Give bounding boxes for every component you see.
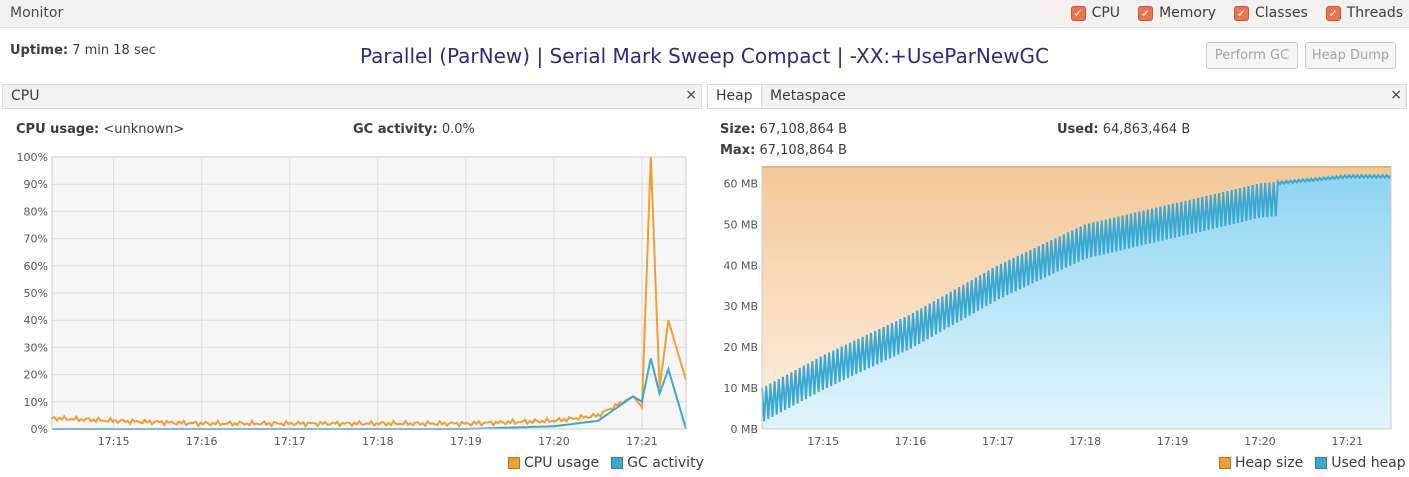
- tab-heap[interactable]: Heap: [708, 85, 762, 108]
- legend-gc-activity-label: GC activity: [627, 455, 704, 471]
- uptime: Uptime: 7 min 18 sec: [10, 43, 156, 58]
- toggle-threads[interactable]: ✓ Threads: [1325, 5, 1403, 21]
- toggle-classes-label: Classes: [1255, 5, 1308, 21]
- heap-size-stat: Size: 67,108,864 B: [720, 122, 847, 137]
- x-tick-label: 17:18: [1069, 435, 1101, 448]
- used-heap-series: [761, 173, 1392, 422]
- heap-dump-button[interactable]: Heap Dump: [1305, 42, 1396, 69]
- heap-size-label: Size:: [720, 122, 756, 137]
- heap-used-stat: Used: 64,863,464 B: [1057, 122, 1190, 137]
- x-tick-label: 17:21: [1331, 435, 1363, 448]
- used-heap-area: [762, 175, 1391, 429]
- legend-cpu-usage-label: CPU usage: [524, 455, 600, 471]
- y-tick-label: 20 MB: [723, 341, 758, 354]
- x-tick-label: 17:21: [626, 435, 658, 448]
- gc-title-text: Parallel (ParNew) | Serial Mark Sweep Co…: [359, 44, 1050, 68]
- cpu-usage-label: CPU usage:: [16, 122, 100, 137]
- y-tick-label: 60 MB: [723, 177, 758, 190]
- x-tick-label: 17:18: [362, 435, 394, 448]
- toggle-cpu-label: CPU: [1091, 5, 1121, 21]
- gc-activity-value: 0.0%: [441, 122, 475, 137]
- legend-cpu-usage: CPU usage: [508, 455, 599, 471]
- y-tick-label: 60%: [24, 260, 48, 273]
- y-tick-label: 10 MB: [723, 382, 758, 395]
- legend-heap-size: Heap size: [1219, 455, 1303, 471]
- cpu-legend: CPU usage GC activity: [508, 455, 704, 471]
- heap-used-label: Used:: [1057, 122, 1099, 137]
- heap-size-value: 67,108,864 B: [759, 122, 848, 137]
- perform-gc-button[interactable]: Perform GC: [1206, 42, 1298, 69]
- legend-swatch: [611, 457, 624, 469]
- close-icon[interactable]: ×: [685, 87, 697, 103]
- plot-border: [51, 156, 687, 430]
- heap-panel-header: Heap Metaspace ×: [707, 84, 1407, 109]
- heap-max-value: 67,108,864 B: [759, 143, 847, 158]
- legend-heap-size-label: Heap size: [1235, 455, 1304, 471]
- cpu-panel-header: CPU ×: [2, 84, 702, 109]
- x-tick-label: 17:19: [450, 435, 482, 448]
- legend-swatch: [508, 457, 520, 469]
- y-tick-label: 80%: [24, 205, 48, 218]
- uptime-label: Uptime:: [10, 43, 69, 58]
- heap-legend: Heap size Used heap: [1219, 455, 1406, 471]
- x-tick-label: 17:15: [807, 435, 839, 448]
- tab-cpu[interactable]: CPU: [11, 88, 40, 104]
- view-toggles: ✓ CPU ✓ Memory ✓ Classes ✓ Threads: [1070, 5, 1403, 21]
- x-tick-label: 17:17: [982, 435, 1014, 448]
- y-tick-label: 90%: [24, 178, 48, 191]
- toggle-memory-label: Memory: [1159, 5, 1216, 21]
- tab-metaspace[interactable]: Metaspace: [770, 88, 846, 104]
- legend-swatch: [1219, 457, 1231, 469]
- gc-title: Parallel (ParNew) | Serial Mark Sweep Co…: [0, 44, 1409, 68]
- toggle-classes[interactable]: ✓ Classes: [1234, 5, 1308, 21]
- heap-used-value: 64,863,464 B: [1102, 122, 1191, 137]
- y-tick-label: 10%: [24, 396, 48, 409]
- toggle-cpu[interactable]: ✓ CPU: [1070, 5, 1121, 21]
- y-tick-label: 20%: [24, 369, 48, 382]
- legend-swatch: [1315, 457, 1328, 469]
- checkbox-checked-icon[interactable]: ✓: [1138, 5, 1154, 21]
- y-tick-label: 40%: [24, 314, 48, 327]
- close-icon[interactable]: ×: [1390, 87, 1402, 103]
- checkbox-checked-icon[interactable]: ✓: [1070, 5, 1086, 21]
- y-tick-label: 30%: [24, 341, 48, 354]
- x-tick-label: 17:16: [895, 435, 927, 448]
- checkbox-checked-icon[interactable]: ✓: [1234, 5, 1249, 21]
- x-tick-label: 17:17: [274, 435, 306, 448]
- heap-chart: 0 MB 10 MB 20 MB 30 MB 40 MB 50 MB 60 MB 17:15 1…: [723, 166, 1392, 448]
- cpu-chart: 0% 10% 20% 30% 40% 50% 60% 70% 80% 90% 100% 17:15 17…: [17, 151, 687, 448]
- y-tick-label: 0 MB: [730, 423, 758, 436]
- cpu-usage-value: <unknown>: [103, 122, 185, 137]
- cpu-usage-stat: CPU usage: <unknown>: [16, 122, 184, 137]
- legend-used-heap: Used heap: [1315, 455, 1406, 471]
- y-tick-label: 70%: [24, 233, 48, 246]
- legend-used-heap-label: Used heap: [1331, 455, 1406, 471]
- heap-max-stat: Max: 67,108,864 B: [720, 143, 847, 158]
- x-tick-label: 17:19: [1157, 435, 1189, 448]
- x-tick-label: 17:20: [1244, 435, 1276, 448]
- y-tick-label: 50 MB: [723, 218, 758, 231]
- x-tick-label: 17:20: [538, 435, 570, 448]
- gc-activity-label: GC activity:: [353, 122, 438, 137]
- uptime-value: 7 min 18 sec: [72, 43, 156, 58]
- x-tick-label: 17:16: [186, 435, 218, 448]
- cpu-usage-series: [51, 156, 687, 429]
- toggle-threads-label: Threads: [1346, 5, 1403, 21]
- monitor-title: Monitor: [10, 5, 64, 21]
- y-tick-label: 30 MB: [723, 300, 758, 313]
- y-tick-label: 0%: [31, 423, 48, 436]
- y-tick-label: 40 MB: [723, 259, 758, 272]
- toggle-memory[interactable]: ✓ Memory: [1138, 5, 1216, 21]
- plot-border: [761, 166, 1392, 430]
- y-tick-label: 50%: [24, 287, 48, 300]
- x-tick-label: 17:15: [98, 435, 130, 448]
- heap-max-label: Max:: [720, 143, 756, 158]
- legend-gc-activity: GC activity: [611, 455, 704, 471]
- y-tick-label: 100%: [17, 151, 48, 164]
- gc-activity-stat: GC activity: 0.0%: [353, 122, 475, 137]
- monitor-header: Monitor ✓ CPU ✓ Memory ✓ Classes ✓ Threa…: [0, 0, 1409, 28]
- checkbox-checked-icon[interactable]: ✓: [1325, 5, 1341, 21]
